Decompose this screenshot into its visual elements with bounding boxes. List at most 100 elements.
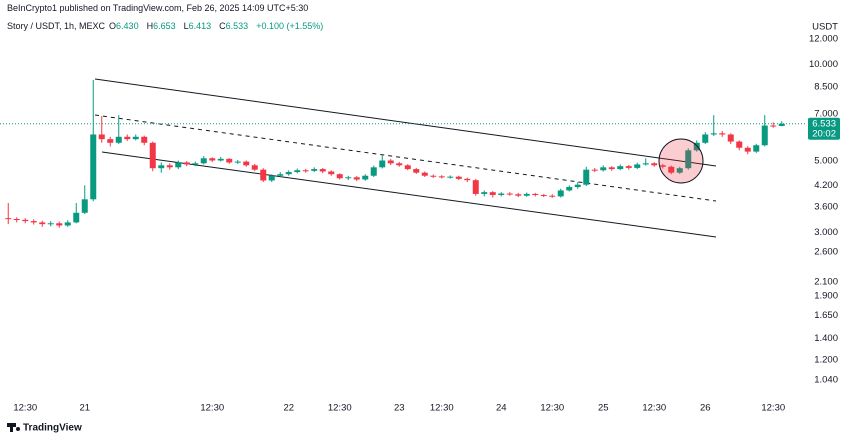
candle-body [260,169,267,181]
y-tick-label: 1.200 [814,355,838,366]
candle-body [268,175,275,181]
candle-body [778,123,785,126]
candle-body [141,136,148,143]
candle-body [217,158,224,161]
x-tick-label: 12:30 [761,403,785,414]
x-tick-label: 12:30 [328,403,352,414]
candle-body [370,167,377,176]
candle-body [455,176,462,179]
x-tick-label: 12:30 [430,403,454,414]
candle-body [481,192,488,194]
candle-body [685,150,692,169]
candle-body [693,142,700,151]
candle-body [81,199,88,213]
candle-body [506,193,513,195]
candle-body [209,158,216,161]
legend-key: H [146,21,154,31]
candle-body [192,163,199,165]
x-tick-label: 12:30 [13,403,37,414]
candle-body [719,133,726,135]
legend: Story / USDT, 1h, MEXC O6.430 H6.653 L6.413… [7,21,327,31]
candle-body [124,136,131,140]
candle-body [5,218,12,220]
highlight-circle [658,138,704,184]
candle-body [98,134,105,140]
channel-upper [94,78,717,167]
y-tick-label: 10.000 [809,59,838,70]
candle-body [489,192,496,195]
y-tick-label: 3.000 [814,227,838,238]
candle-body [753,145,760,152]
candle-body [515,194,522,196]
y-tick-label: 1.900 [814,290,838,301]
symbol: Story / USDT, 1h, MEXC [7,21,106,31]
candle-body [30,221,37,223]
legend-value: 6.413 [188,21,212,31]
candle-body [345,177,352,179]
candle-body [251,165,258,170]
branding: TradingView [23,423,82,434]
candle-body [574,184,581,188]
candle-body [294,170,301,173]
candle-body [285,172,292,175]
candle-body [107,139,114,143]
candle-body [200,158,207,164]
candle-body [132,136,139,140]
y-tick-label: 12.000 [809,33,838,44]
candle-body [540,194,547,196]
candle-body [447,176,454,178]
candle-body [421,172,428,176]
candle-body [311,169,318,171]
candle-body [175,162,182,168]
candle-body [56,223,63,226]
candle-body [328,171,335,175]
legend-change: +0.100 (+1.55%) [256,21,324,31]
legend-item: O6.430 [109,21,143,31]
candle-body [523,193,530,196]
price-label: 6.533 [812,118,836,129]
candle-body [668,166,675,173]
candle-body [727,134,734,142]
candle-body [702,134,709,143]
y-tick-label: 1.040 [814,375,838,386]
candle-body [39,222,46,225]
candle-body [532,193,539,195]
x-tick-label: 24 [496,403,507,414]
candle-body [676,168,683,173]
candle-body [226,158,233,163]
currency-label: USDT [812,22,838,33]
y-tick-label: 1.650 [814,310,838,321]
candle-body [115,136,122,143]
candle-body [583,169,590,185]
x-tick-label: 23 [394,403,405,414]
candle-body [557,190,564,197]
x-tick-label: 12:30 [642,403,666,414]
price-label-box [808,117,840,140]
candle-body [183,162,190,165]
candle-body [149,142,156,169]
candle-body [430,175,437,177]
candle-body [243,161,250,166]
candle-body [651,163,658,166]
candle-body [166,165,173,168]
legend-value: 6.533 [225,21,249,31]
legend-item: C6.533 [219,21,252,31]
candle-body [90,134,97,200]
candle-body [591,169,598,171]
x-tick-label: 21 [79,403,90,414]
candle-body [277,174,284,176]
candle-body [336,174,343,179]
candle-body [498,193,505,195]
candle-body [464,178,471,181]
candle-body [47,223,54,225]
candle-body [770,125,777,127]
channel-mid [94,114,717,202]
y-tick-label: 8.500 [814,82,838,93]
candle-body [710,133,717,135]
candle-body [744,147,751,152]
y-tick-label: 3.600 [814,201,838,212]
candle-body [566,187,573,191]
candle-body [761,125,768,146]
